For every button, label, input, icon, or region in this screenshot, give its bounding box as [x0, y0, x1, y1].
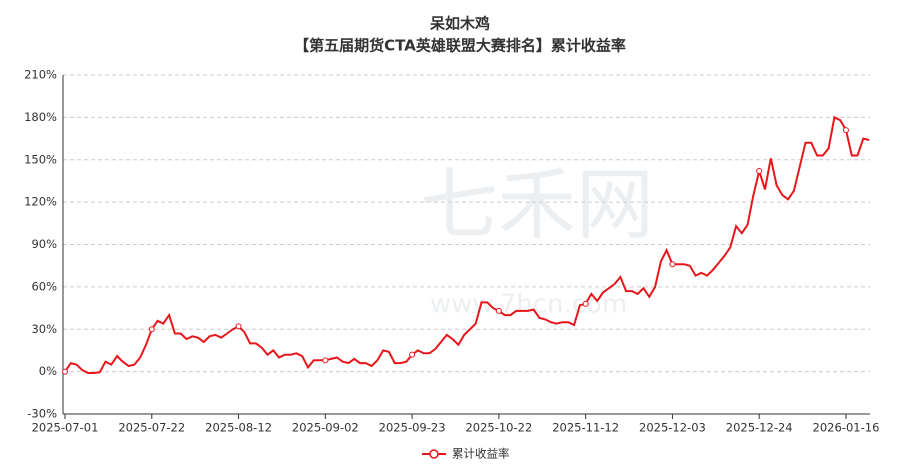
point-marker [669, 261, 676, 268]
x-tick-label: 2025-12-03 [639, 421, 706, 435]
chart-title: 呆如木鸡 [429, 15, 490, 33]
watermark-url: www.7hcn.com [430, 290, 627, 320]
x-tick-label: 2025-07-22 [118, 421, 185, 435]
y-tick-label: 210% [24, 68, 57, 82]
y-tick-label: 30% [31, 322, 57, 336]
point-marker [582, 300, 589, 307]
legend-label: 累计收益率 [452, 447, 510, 461]
x-tick-label: 2025-12-24 [726, 421, 793, 435]
y-tick-label: 120% [24, 195, 57, 209]
y-tick-label: 0% [39, 364, 57, 378]
x-tick-label: 2025-10-22 [465, 421, 532, 435]
series-line [64, 115, 870, 374]
legend-marker [429, 449, 439, 459]
x-tick-label: 2025-08-12 [205, 421, 272, 435]
x-tick-label: 2025-09-02 [292, 421, 359, 435]
point-marker [322, 357, 329, 364]
y-tick-label: 150% [24, 152, 57, 166]
point-marker [842, 127, 849, 134]
point-marker [409, 351, 416, 358]
point-marker [62, 368, 68, 375]
point-marker [148, 326, 155, 333]
y-tick-label: 60% [31, 279, 57, 293]
y-tick-label: 90% [31, 237, 57, 251]
chart-subtitle: 【第五届期货CTA英雄联盟大赛排名】累计收益率 [294, 37, 626, 55]
x-tick-label: 2025-11-12 [552, 421, 619, 435]
x-tick-label: 2025-07-01 [32, 421, 99, 435]
x-tick-label: 2025-09-23 [379, 421, 446, 435]
point-marker [756, 168, 763, 175]
x-tick-label: 2026-01-16 [813, 421, 880, 435]
point-marker [235, 323, 242, 330]
point-marker [495, 307, 502, 314]
y-tick-label: -30% [27, 407, 57, 421]
watermark: 七禾网 [420, 160, 654, 250]
y-tick-label: 180% [24, 110, 57, 124]
